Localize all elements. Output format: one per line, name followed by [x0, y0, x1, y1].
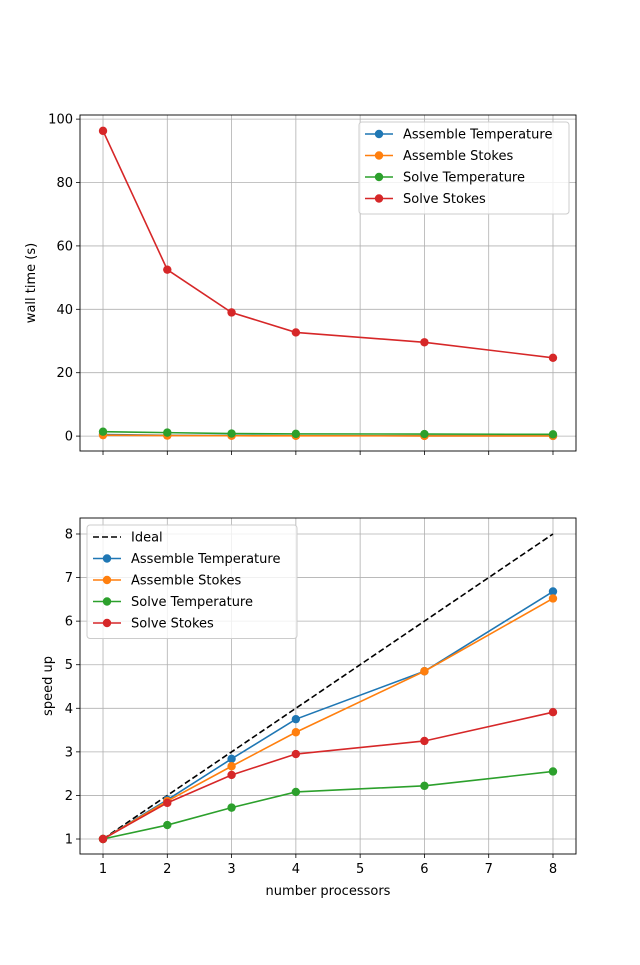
- legend-label: Solve Temperature: [403, 171, 525, 186]
- axes-frame: [79, 114, 577, 452]
- y-tick-label: 20: [56, 366, 73, 381]
- data-point: [420, 781, 429, 791]
- legend-marker: [102, 618, 112, 628]
- legend-label: Solve Stokes: [131, 617, 214, 632]
- legend-marker: [374, 151, 384, 160]
- axes-frame: [79, 517, 577, 855]
- x-tick-label: 3: [227, 862, 235, 877]
- data-point: [227, 754, 236, 764]
- y-tick-label: 5: [65, 658, 73, 673]
- data-point: [227, 308, 236, 317]
- legend-label: Assemble Temperature: [131, 552, 280, 567]
- legend-marker: [374, 172, 384, 182]
- x-tick-label: 2: [163, 862, 171, 877]
- data-point: [548, 767, 558, 776]
- legend: Assemble Temperature Assemble Stokes Solve…: [358, 121, 570, 215]
- y-tick-label: 7: [65, 571, 73, 586]
- data-point: [420, 338, 429, 347]
- data-point: [548, 594, 558, 603]
- data-point: [548, 430, 558, 439]
- data-point: [163, 428, 172, 437]
- legend-label: Solve Stokes: [403, 192, 486, 207]
- series-line: [103, 434, 553, 437]
- data-point: [291, 429, 301, 439]
- data-point: [163, 820, 172, 830]
- y-tick-label: 80: [56, 176, 73, 191]
- y-tick-label: 40: [56, 303, 73, 318]
- y-tick-label: 2: [65, 789, 73, 804]
- legend: Ideal Assemble Temperature Assemble Stokes…: [86, 524, 298, 639]
- legend-marker: [102, 554, 112, 563]
- series-line: [103, 430, 553, 436]
- x-tick-label: 4: [292, 862, 300, 877]
- chart-2: 1 2 3 4 5 6 7 8 1 2 3 4 5 6 7 8 speed up number processor…: [41, 517, 577, 899]
- chart-1: 0 20 40 60 80 100 wall time (s) Assemble Temper…: [24, 113, 577, 455]
- data-point: [98, 126, 108, 136]
- y-tick-label: 8: [65, 527, 73, 542]
- legend-label: Assemble Stokes: [403, 149, 513, 164]
- legend-marker: [102, 575, 112, 585]
- data-point: [227, 770, 236, 780]
- data-point: [291, 787, 301, 797]
- legend-label: Assemble Temperature: [403, 128, 552, 143]
- data-point: [291, 749, 301, 759]
- y-tick-label: 0: [65, 430, 73, 445]
- series-line: [102, 533, 554, 840]
- y-tick-label: 60: [56, 239, 73, 254]
- y-tick-label: 4: [65, 702, 73, 717]
- legend-label: Solve Temperature: [131, 595, 253, 610]
- y-axis-label: wall time (s): [24, 243, 39, 323]
- legend-box: [358, 121, 570, 215]
- x-tick-label: 1: [99, 862, 107, 877]
- series-line: [102, 597, 554, 840]
- data-point: [227, 429, 236, 438]
- data-point: [291, 328, 301, 337]
- legend-marker: [374, 194, 384, 203]
- y-tick-label: 1: [65, 833, 73, 848]
- x-tick-label: 7: [485, 862, 493, 877]
- data-point: [98, 834, 108, 844]
- x-tick-label: 8: [549, 862, 557, 877]
- legend-marker: [374, 129, 384, 139]
- x-tick-label: 6: [420, 862, 428, 877]
- legend-label: Ideal: [131, 531, 163, 546]
- data-point: [548, 353, 558, 363]
- series-line: [102, 130, 554, 359]
- data-point: [163, 265, 172, 274]
- legend-label: Assemble Stokes: [131, 574, 241, 589]
- data-point: [98, 427, 108, 436]
- data-point: [163, 798, 172, 808]
- data-point: [291, 728, 301, 737]
- data-point: [548, 708, 558, 717]
- data-point: [420, 736, 429, 746]
- x-tick-label: 5: [356, 862, 364, 877]
- y-axis-label: speed up: [41, 656, 56, 716]
- y-tick-label: 100: [48, 113, 73, 128]
- legend-marker: [102, 597, 112, 606]
- series-line: [102, 711, 554, 840]
- data-point: [291, 714, 301, 724]
- data-point: [548, 587, 558, 596]
- data-point: [420, 429, 429, 439]
- x-axis-label: number processors: [266, 884, 391, 899]
- data-point: [227, 762, 236, 771]
- legend-box: [86, 524, 298, 639]
- y-tick-label: 6: [65, 615, 73, 630]
- y-tick-label: 3: [65, 745, 73, 760]
- data-point: [420, 667, 429, 676]
- series-line: [102, 590, 554, 840]
- data-point: [227, 803, 236, 812]
- series-line: [102, 770, 554, 840]
